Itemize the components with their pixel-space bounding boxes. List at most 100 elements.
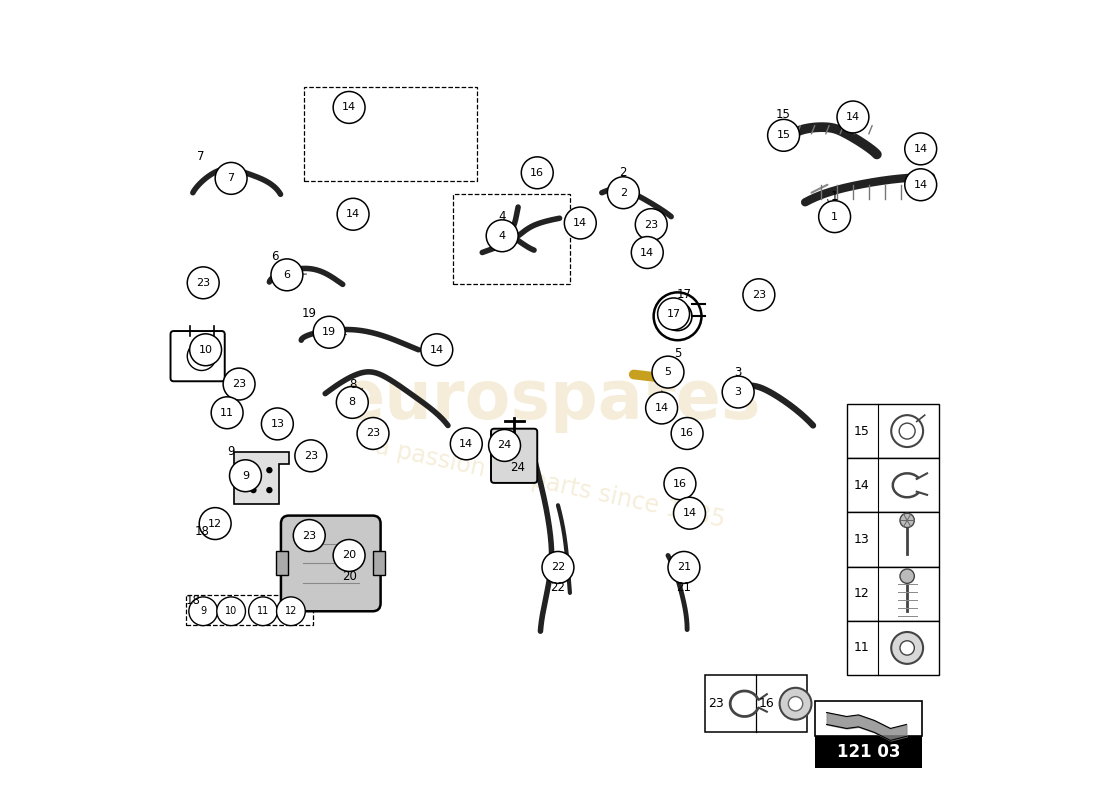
Text: 7: 7 (228, 174, 234, 183)
Circle shape (295, 440, 327, 472)
Text: 14: 14 (640, 247, 654, 258)
Circle shape (673, 498, 705, 529)
Text: 23: 23 (708, 698, 724, 710)
Circle shape (900, 514, 914, 527)
Circle shape (542, 551, 574, 583)
Bar (373, 551, 385, 575)
Text: 16: 16 (680, 429, 694, 438)
Bar (847, 404, 939, 458)
Text: 12: 12 (285, 606, 297, 616)
Circle shape (421, 334, 453, 366)
Bar (847, 458, 939, 513)
Circle shape (199, 508, 231, 539)
Circle shape (905, 133, 937, 165)
Text: 11: 11 (854, 642, 870, 654)
Circle shape (216, 162, 248, 194)
Circle shape (230, 460, 262, 492)
Circle shape (900, 641, 914, 655)
Text: 17: 17 (676, 288, 692, 302)
Text: 21: 21 (676, 581, 692, 594)
Text: 3: 3 (735, 366, 741, 378)
Circle shape (187, 267, 219, 298)
Text: 14: 14 (914, 144, 927, 154)
Circle shape (189, 334, 221, 366)
Text: 23: 23 (304, 451, 318, 461)
Circle shape (658, 298, 690, 330)
Text: eurospares: eurospares (339, 367, 761, 433)
Circle shape (668, 551, 700, 583)
Text: 19: 19 (322, 327, 337, 338)
Text: 18: 18 (186, 594, 200, 607)
Circle shape (217, 597, 245, 626)
Circle shape (294, 519, 326, 551)
Circle shape (271, 259, 303, 290)
Text: 6: 6 (284, 270, 290, 280)
Text: 20: 20 (342, 570, 356, 583)
Circle shape (780, 688, 812, 720)
Text: 1: 1 (830, 190, 838, 203)
Circle shape (905, 169, 937, 201)
Circle shape (450, 428, 482, 460)
Text: 23: 23 (751, 290, 766, 300)
Circle shape (358, 418, 389, 450)
Circle shape (646, 392, 678, 424)
Text: 10: 10 (199, 345, 212, 354)
Text: 1: 1 (832, 212, 838, 222)
Text: 5: 5 (664, 367, 671, 377)
Text: 9: 9 (200, 606, 207, 616)
Text: 23: 23 (232, 379, 246, 389)
Text: 23: 23 (196, 278, 210, 288)
Text: 15: 15 (777, 130, 791, 140)
Text: 10: 10 (226, 606, 238, 616)
Text: 15: 15 (777, 108, 791, 121)
Circle shape (671, 418, 703, 450)
Text: 14: 14 (342, 102, 356, 113)
Circle shape (521, 157, 553, 189)
Text: 16: 16 (759, 698, 774, 710)
Circle shape (723, 376, 755, 408)
Text: 18: 18 (195, 525, 209, 538)
Text: 4: 4 (498, 230, 506, 241)
FancyBboxPatch shape (491, 429, 537, 483)
Circle shape (486, 220, 518, 252)
Bar (276, 551, 288, 575)
Bar (705, 675, 806, 733)
Text: 8: 8 (350, 378, 356, 390)
Bar (305, 87, 476, 181)
Circle shape (607, 177, 639, 209)
Text: 3: 3 (735, 387, 741, 397)
Bar (815, 701, 922, 736)
Text: 24: 24 (497, 441, 512, 450)
Text: 14: 14 (914, 180, 927, 190)
Bar (815, 736, 922, 768)
Circle shape (652, 356, 684, 388)
Circle shape (250, 487, 256, 494)
Text: 21: 21 (676, 562, 691, 573)
Text: 9: 9 (242, 470, 249, 481)
Text: 2: 2 (619, 166, 627, 179)
Circle shape (768, 119, 800, 151)
Text: 13: 13 (854, 533, 870, 546)
Bar (847, 566, 939, 621)
Circle shape (900, 569, 914, 583)
Text: 4: 4 (498, 210, 506, 223)
Circle shape (742, 279, 774, 310)
Bar (847, 513, 939, 566)
Circle shape (276, 597, 306, 626)
Text: 22: 22 (550, 581, 565, 594)
Bar (453, 194, 570, 285)
Text: 2: 2 (619, 188, 627, 198)
Text: 14: 14 (346, 210, 360, 219)
FancyBboxPatch shape (280, 515, 381, 611)
Text: 16: 16 (530, 168, 544, 178)
Text: 11: 11 (220, 408, 234, 418)
Text: 12: 12 (854, 587, 870, 600)
Text: 14: 14 (654, 403, 669, 413)
Circle shape (337, 386, 368, 418)
Text: 14: 14 (459, 439, 473, 449)
Circle shape (636, 209, 668, 241)
Bar (847, 621, 939, 675)
Text: 14: 14 (846, 112, 860, 122)
Circle shape (189, 597, 218, 626)
Circle shape (837, 101, 869, 133)
